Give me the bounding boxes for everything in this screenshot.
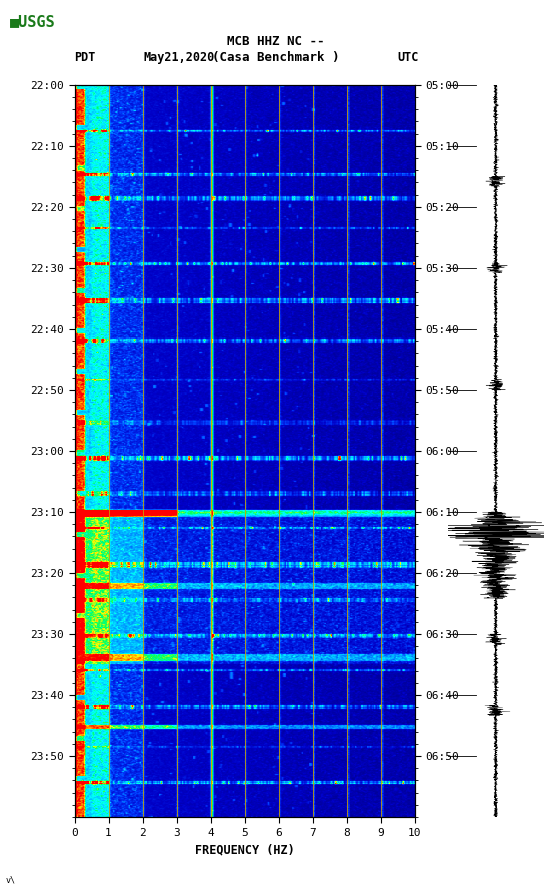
X-axis label: FREQUENCY (HZ): FREQUENCY (HZ) — [195, 843, 295, 856]
Text: v\: v\ — [6, 875, 15, 884]
Text: PDT: PDT — [75, 51, 96, 63]
Text: May21,2020: May21,2020 — [144, 51, 215, 63]
Text: UTC: UTC — [397, 51, 419, 63]
Text: ■USGS: ■USGS — [10, 14, 56, 29]
Text: MCB HHZ NC --: MCB HHZ NC -- — [227, 35, 325, 47]
Text: (Casa Benchmark ): (Casa Benchmark ) — [213, 51, 339, 63]
